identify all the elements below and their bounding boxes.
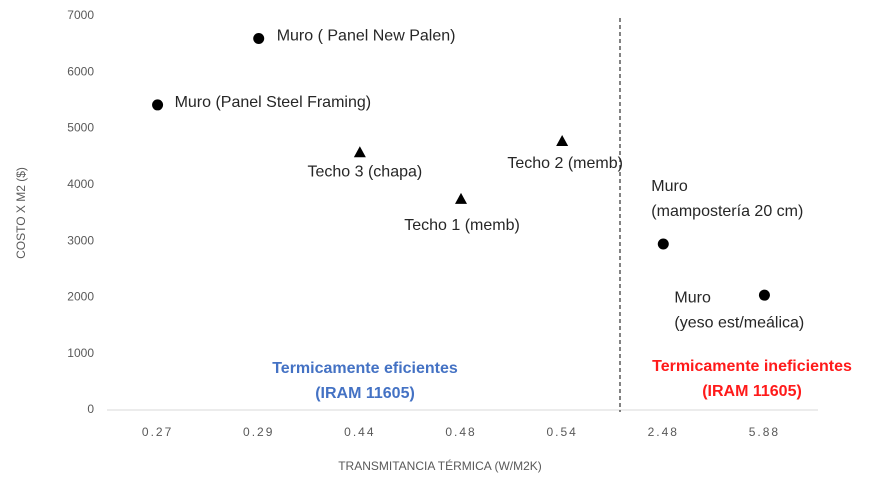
point: [556, 134, 569, 146]
annotation: (IRAM 11605): [702, 383, 802, 400]
y-tick-label: 4000: [67, 177, 94, 191]
annotation: Termicamente eficientes: [272, 360, 458, 377]
point-label: (mampostería 20 cm): [651, 203, 803, 220]
y-tick-label: 5000: [67, 121, 94, 135]
point-label: Techo 2 (memb): [507, 155, 623, 172]
point-label: (yeso est/meálica): [674, 314, 804, 331]
point: [657, 238, 669, 250]
y-tick-label: 6000: [67, 64, 94, 78]
annotation: (IRAM 11605): [315, 385, 415, 402]
point-label: Muro ( Panel New Palen): [277, 28, 456, 45]
point-label: Muro: [674, 289, 711, 306]
point: [152, 99, 164, 111]
y-tick-label: 3000: [67, 233, 94, 247]
x-tick-label: 0.27: [142, 425, 173, 439]
point-label: Techo 1 (memb): [404, 217, 520, 234]
y-tick-label: 1000: [67, 346, 94, 360]
x-tick-label: 0.29: [243, 425, 274, 439]
x-axis-label: TRANSMITANCIA TÉRMICA (W/M2K): [338, 458, 542, 473]
point-label: Techo 3 (chapa): [307, 163, 422, 180]
point: [253, 33, 265, 45]
point: [455, 192, 467, 204]
annotation: Termicamente ineficientes: [652, 358, 852, 375]
y-tick-label: 7000: [67, 8, 94, 22]
y-tick-label: 0: [87, 402, 94, 416]
x-tick-label: 0.54: [546, 425, 577, 439]
x-tick-label: 2.48: [648, 425, 679, 439]
y-axis-label: COSTO X M2 ($): [14, 167, 28, 259]
point: [353, 146, 366, 158]
point-label: Muro (Panel Steel Framing): [175, 94, 372, 111]
y-tick-label: 2000: [67, 290, 94, 304]
point: [758, 289, 770, 301]
x-tick-label: 0.44: [344, 425, 375, 439]
x-tick-label: 0.48: [445, 425, 476, 439]
x-tick-label: 5.88: [749, 425, 780, 439]
point-label: Muro: [651, 178, 688, 195]
